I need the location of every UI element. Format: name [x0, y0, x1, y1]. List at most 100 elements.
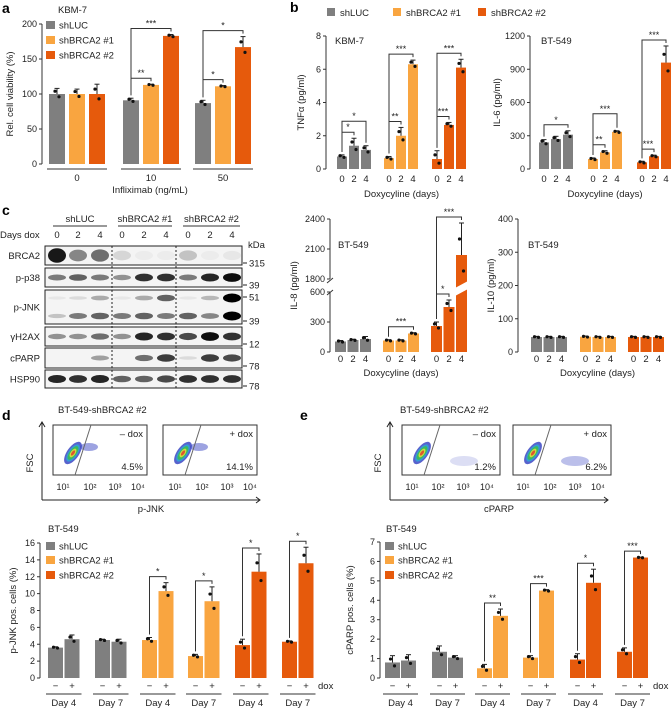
data-point — [484, 668, 489, 672]
chart-title: KBM-7 — [335, 36, 364, 47]
y-axis-label: TNFα (pg/ml) — [296, 74, 307, 130]
flow-axes-arrows — [38, 421, 261, 504]
data-point — [53, 89, 57, 93]
bar — [661, 62, 671, 169]
data-point — [392, 664, 397, 668]
tick-suffix-label: dox — [653, 681, 669, 692]
flow-x-tick-label: 10³ — [568, 482, 581, 492]
significance-label: *** — [643, 139, 654, 149]
bar — [556, 337, 567, 352]
blot-band — [113, 375, 131, 383]
data-point — [199, 100, 203, 104]
blot-row-label: γH2AX — [10, 332, 40, 343]
blot-band — [91, 312, 109, 320]
data-point — [633, 335, 638, 339]
marker-kda-label: 39 — [249, 281, 260, 292]
data-point — [389, 157, 393, 161]
data-point — [549, 335, 553, 339]
blot-row-hsp90: HSP90 78 — [10, 369, 260, 393]
flow-density-cloud — [419, 450, 425, 456]
flow-x-tick-label: 10² — [431, 482, 444, 492]
x-tick-label: 4 — [656, 354, 661, 365]
data-point — [556, 138, 560, 143]
lane-label: 0 — [185, 230, 190, 241]
flow-gate-line — [74, 424, 92, 476]
legend-swatch — [46, 21, 55, 29]
significance-bracket — [202, 30, 244, 98]
x-tick-label: 0 — [631, 354, 636, 365]
blot-band — [157, 294, 175, 302]
x-axis-label: Doxycyline (days) — [568, 189, 643, 200]
data-point — [573, 655, 578, 659]
group-label: Day 7 — [98, 698, 123, 709]
x-tick-label: 0 — [639, 174, 644, 185]
y-tick-label: 2400 — [305, 214, 325, 224]
y-tick-label: 2100 — [305, 244, 325, 254]
blot-band — [201, 354, 219, 362]
blot-band — [179, 356, 197, 360]
x-tick-label: + — [591, 681, 597, 692]
x-tick-label: − — [437, 681, 443, 692]
flow-condition-label: – dox — [473, 429, 496, 440]
data-point — [354, 147, 358, 152]
x-tick-label: 2 — [602, 174, 607, 185]
data-point — [435, 647, 440, 651]
bar — [235, 47, 251, 164]
significance-bracket — [195, 580, 213, 652]
data-point — [593, 157, 597, 162]
blot-band — [135, 295, 153, 301]
data-point — [546, 589, 551, 593]
blot-band — [157, 354, 175, 362]
bar — [396, 135, 406, 169]
blot-band — [113, 296, 131, 300]
x-tick-label: − — [193, 681, 199, 692]
blot-band — [69, 296, 87, 300]
data-point — [445, 122, 449, 126]
bar — [600, 152, 610, 169]
lane-label: 2 — [207, 230, 212, 241]
y-tick-label: 1200 — [505, 31, 525, 41]
x-tick-label: + — [69, 681, 75, 692]
flow-title: BT-549-shBRCA2 #2 — [58, 405, 147, 416]
y-tick-label: 0 — [30, 673, 35, 683]
panel-label-a: a — [2, 0, 10, 16]
bar — [640, 337, 652, 352]
bar — [432, 651, 447, 678]
bar-break — [455, 281, 468, 296]
data-point — [239, 40, 243, 44]
blot-band — [223, 354, 241, 362]
flow-x-tick-label: 10⁴ — [591, 482, 605, 492]
data-point — [629, 335, 634, 339]
data-point — [366, 150, 370, 154]
data-point — [617, 130, 621, 135]
data-point — [127, 97, 131, 101]
data-point — [404, 656, 409, 660]
blot-band — [91, 355, 109, 361]
bar — [282, 641, 297, 678]
flow-percent-label: 4.5% — [121, 462, 143, 473]
data-point — [167, 33, 171, 37]
blot-band — [223, 273, 241, 282]
blot-band — [48, 248, 66, 263]
panel-label-b: b — [290, 0, 299, 15]
bar — [335, 341, 346, 352]
data-point — [243, 50, 247, 54]
x-tick-label: − — [287, 681, 293, 692]
blot-group-label: shBRCA2 #2 — [184, 214, 239, 225]
bar — [456, 255, 467, 352]
panel-label-e: e — [300, 407, 308, 423]
flow-plot: + dox 6.2% 10¹ 10² 10³ 10⁴ — [512, 424, 612, 492]
data-point — [552, 136, 556, 140]
legend-panel-b: shLUC shBRCA2 #1 shBRCA2 #2 — [327, 8, 546, 19]
significance-label: * — [554, 115, 558, 125]
significance-label: * — [352, 111, 356, 121]
significance-bracket — [641, 39, 667, 159]
legend-label: shBRCA2 #1 — [59, 556, 114, 567]
data-point — [223, 85, 227, 89]
data-point — [73, 89, 77, 94]
x-tick-label: 4 — [608, 354, 613, 365]
significance-label: *** — [438, 106, 449, 116]
data-point — [564, 131, 568, 135]
